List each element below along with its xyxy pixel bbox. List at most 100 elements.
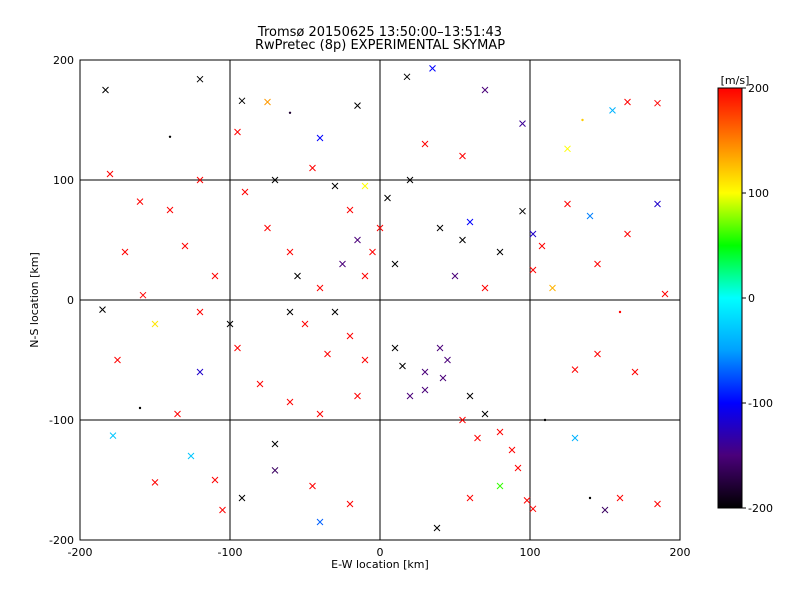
x-tick-label: -100 [218,546,243,559]
data-point-cross [376,224,384,232]
data-point-cross [361,272,369,280]
data-point-cross [121,248,129,256]
data-point-cross [136,198,144,205]
data-point-cross [324,350,331,358]
data-point-cross [523,497,531,504]
y-axis-label: N-S location [km] [28,252,41,348]
data-point-cross [354,236,361,244]
data-point-cross [106,170,114,178]
data-point-cross [211,272,219,280]
data-point-cross [474,434,481,442]
data-point-cross [361,356,369,364]
colorbar-tick-label: 0 [748,292,755,305]
x-tick-label: 200 [670,546,691,559]
data-point-cross [654,200,661,208]
data-point-dot [588,496,592,500]
data-point-cross [601,506,609,514]
colorbar-tick-label: 200 [748,82,769,95]
data-point-cross [439,374,447,382]
data-points [99,65,669,532]
data-point-cross [99,306,106,313]
colorbar-scale [717,87,743,509]
data-point-cross [226,320,234,328]
x-tick-label: 0 [377,546,384,559]
data-point-cross [496,428,504,436]
data-point-cross [354,392,361,400]
data-point-cross [391,344,399,352]
data-point-cross [444,356,451,364]
data-point-dot [168,135,172,138]
data-point-cross [271,467,279,474]
data-point-cross [369,248,376,256]
colorbar: [m/s] 200 100 0 -100 -200 [717,74,773,515]
data-point-dot [543,418,547,422]
data-point-cross [166,206,174,214]
data-point-cross [271,176,279,184]
data-point-cross [286,248,294,256]
data-point-cross [481,410,489,418]
data-point-cross [466,218,474,226]
data-point-cross [421,368,429,376]
data-point-cross [496,482,504,490]
data-point-cross [256,380,264,388]
data-point-cross [433,524,441,532]
data-point-dot [618,310,622,314]
data-point-cross [181,242,189,250]
data-point-cross [109,432,117,439]
data-point-cross [384,194,391,202]
data-point-cross [196,176,204,184]
data-point-cross [174,410,181,418]
data-point-cross [354,102,361,109]
y-tick-label: -100 [49,414,74,427]
data-point-cross [151,320,159,328]
data-point-cross [346,332,354,340]
data-point-cross [594,350,601,358]
data-point-cross [331,182,339,190]
data-point-cross [219,506,226,514]
data-point-cross [316,518,324,526]
data-point-cross [519,207,526,215]
y-tick-label: 0 [67,294,74,307]
data-point-cross [466,494,474,502]
data-point-cross [238,97,246,105]
data-point-cross [594,260,601,268]
data-point-cross [264,224,271,232]
data-point-cross [538,242,546,250]
data-point-cross [264,98,271,106]
grid-lines [80,60,680,540]
data-point-cross [459,416,466,424]
x-tick-label: -200 [68,546,93,559]
data-point-cross [309,482,316,490]
data-point-cross [399,362,406,370]
data-point-cross [654,500,661,508]
data-point-cross [631,368,639,376]
data-point-cross [286,398,294,406]
data-point-cross [331,308,339,316]
data-point-cross [406,176,414,184]
data-point-cross [429,65,436,72]
data-point-cross [339,260,346,268]
data-point-cross [361,182,369,190]
data-point-cross [391,260,399,268]
colorbar-label: [m/s] [721,74,750,87]
colorbar-tick-label: 100 [748,187,769,200]
data-point-cross [459,152,466,160]
data-point-cross [514,464,522,472]
data-point-cross [309,164,316,172]
data-point-dot [581,118,584,122]
data-point-cross [346,500,354,508]
data-point-cross [114,356,121,364]
data-point-cross [609,107,616,114]
data-point-cross [529,505,537,513]
x-axis-label: E-W location [km] [331,558,429,571]
data-point-cross [421,140,429,148]
data-point-cross [406,392,414,400]
data-point-cross [451,272,459,280]
data-point-cross [496,248,504,256]
data-point-cross [519,120,526,127]
chart-subtitle: RwPretec (8p) EXPERIMENTAL SKYMAP [254,38,506,53]
data-point-cross [102,86,109,94]
data-point-cross [301,320,309,328]
data-point-cross [616,494,624,502]
